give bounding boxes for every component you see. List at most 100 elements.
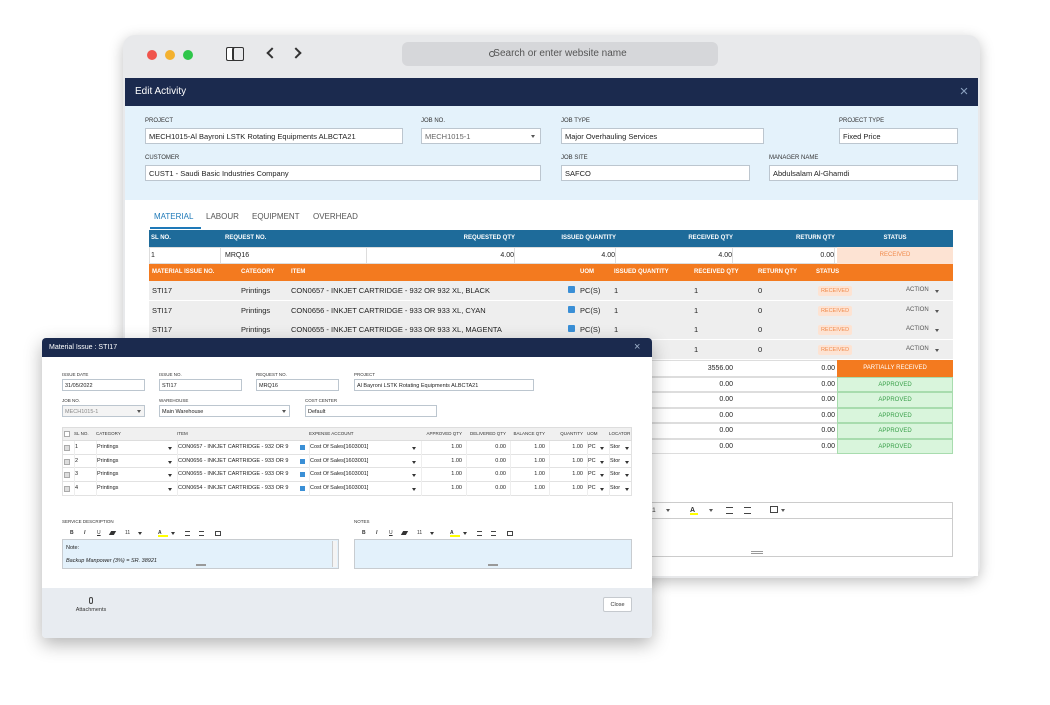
cell[interactable]: PC xyxy=(587,441,605,455)
window-button[interactable] xyxy=(165,50,175,60)
window-button[interactable] xyxy=(183,50,193,60)
checkbox[interactable] xyxy=(64,458,70,465)
action-button[interactable]: ACTION xyxy=(906,326,929,333)
cell[interactable]: Stor xyxy=(609,482,630,496)
checkbox[interactable] xyxy=(64,445,70,451)
cell[interactable]: 1.00 xyxy=(549,468,583,483)
cell: 0.00 xyxy=(719,396,733,404)
caret xyxy=(935,309,939,313)
toolbar-item[interactable]: I xyxy=(84,530,86,536)
checkbox[interactable] xyxy=(64,486,70,493)
table-row xyxy=(62,468,632,483)
toolbar-item[interactable]: U xyxy=(97,530,101,536)
list-icon[interactable] xyxy=(185,531,190,536)
column-header: STATUS xyxy=(816,269,840,275)
select[interactable]: MECH1015-1 xyxy=(62,405,145,417)
input[interactable]: MECH1015-Al Bayroni LSTK Rotating Equipm… xyxy=(145,128,403,144)
toolbar-item[interactable]: B xyxy=(362,530,366,536)
input[interactable]: Al Bayroni LSTK Rotating Equipments ALBC… xyxy=(354,379,534,391)
list-icon[interactable] xyxy=(744,507,751,514)
input[interactable]: CUST1 - Saudi Basic Industries Company xyxy=(145,165,541,181)
input[interactable]: Abdulsalam Al-Ghamdi xyxy=(769,165,958,181)
input[interactable]: MECH1015-1 xyxy=(421,128,541,144)
cell[interactable]: Stor xyxy=(609,441,630,455)
caret xyxy=(531,135,535,138)
cell[interactable]: Stor xyxy=(609,454,630,469)
column-header: UOM xyxy=(580,269,594,275)
sidebar-icon[interactable] xyxy=(226,47,244,61)
checkbox[interactable] xyxy=(64,472,70,479)
toolbar-item[interactable]: A xyxy=(450,527,460,540)
field-label: PROJECT TYPE xyxy=(839,118,885,124)
cell[interactable]: 1.00 xyxy=(549,454,583,469)
input[interactable]: Fixed Price xyxy=(839,128,958,144)
cell[interactable]: Printings xyxy=(96,454,173,469)
cell[interactable]: Cost Of Sales[1603001] xyxy=(309,468,417,483)
cell: 0.00 xyxy=(821,442,835,450)
toolbar-item[interactable]: I xyxy=(376,530,378,536)
tab[interactable]: EQUIPMENT xyxy=(252,212,300,221)
toolbar-item[interactable]: 11 xyxy=(417,530,423,536)
input[interactable]: STI17 xyxy=(159,379,242,391)
input[interactable]: 31/05/2022 xyxy=(62,379,145,391)
input[interactable]: SAFCO xyxy=(561,165,750,181)
column-header: UOM xyxy=(587,431,598,436)
action-button[interactable]: ACTION xyxy=(906,306,929,313)
toolbar-item[interactable]: 11 xyxy=(125,530,131,536)
input[interactable]: Major Overhauling Services xyxy=(561,128,764,144)
info-icon xyxy=(300,472,305,478)
input[interactable]: MRQ16 xyxy=(256,379,339,391)
table-icon[interactable] xyxy=(215,531,221,536)
cell: 1.00 xyxy=(510,441,545,455)
toolbar-item[interactable]: 11 xyxy=(649,507,656,514)
input[interactable]: Default xyxy=(305,405,437,417)
resize-handle xyxy=(195,564,206,566)
cell[interactable]: PC xyxy=(587,468,605,483)
cell[interactable]: Stor xyxy=(609,468,630,483)
action-button[interactable]: ACTION xyxy=(906,345,929,352)
cell: 4.00 xyxy=(371,247,515,264)
cell[interactable]: Printings xyxy=(96,482,173,496)
toolbar-item[interactable]: B xyxy=(70,530,74,536)
address-bar[interactable]: Search or enter website name xyxy=(402,42,718,66)
toolbar-item[interactable]: U xyxy=(389,530,393,536)
resize-handle xyxy=(751,551,763,554)
cell[interactable]: 1.00 xyxy=(549,441,583,455)
list-icon[interactable] xyxy=(477,531,482,536)
attachment-icon[interactable] xyxy=(89,597,93,604)
close-button[interactable]: Close xyxy=(603,597,632,612)
tab[interactable]: MATERIAL xyxy=(154,212,194,221)
list-icon[interactable] xyxy=(726,507,733,514)
window-button[interactable] xyxy=(147,50,157,60)
cell[interactable]: Cost Of Sales[1603001] xyxy=(309,441,417,455)
table-icon[interactable] xyxy=(770,506,778,513)
cell: PC(S) xyxy=(580,305,601,315)
attachments-label[interactable]: Attachments xyxy=(75,607,107,613)
cell[interactable]: PC xyxy=(587,482,605,496)
list-icon[interactable] xyxy=(199,531,204,536)
table-row xyxy=(62,454,632,469)
tab[interactable]: LABOUR xyxy=(206,212,239,221)
cell[interactable]: Printings xyxy=(96,468,173,483)
toolbar-item[interactable]: A xyxy=(690,502,698,519)
action-button[interactable]: ACTION xyxy=(906,287,929,293)
select[interactable]: Main Warehouse xyxy=(159,405,290,417)
cell[interactable]: Cost Of Sales[1603001] xyxy=(309,482,417,496)
cell[interactable]: Printings xyxy=(96,441,173,455)
caret xyxy=(666,509,670,512)
cell[interactable]: PC xyxy=(587,454,605,469)
cell[interactable]: 1.00 xyxy=(549,482,583,496)
cell[interactable]: Cost Of Sales[1603001] xyxy=(309,454,417,469)
caret xyxy=(463,532,467,535)
cell: PC(S) xyxy=(580,325,601,335)
column-header: ISSUED QUANTITY xyxy=(561,235,616,241)
table-icon[interactable] xyxy=(507,531,513,536)
close-icon[interactable]: × xyxy=(634,341,641,353)
editor-label: NOTES xyxy=(354,519,370,524)
list-icon[interactable] xyxy=(491,531,496,536)
tab[interactable]: OVERHEAD xyxy=(313,212,358,221)
close-icon[interactable]: × xyxy=(959,83,969,100)
checkbox[interactable] xyxy=(64,431,70,437)
info-icon xyxy=(568,325,575,333)
toolbar-item[interactable]: A xyxy=(158,527,168,540)
